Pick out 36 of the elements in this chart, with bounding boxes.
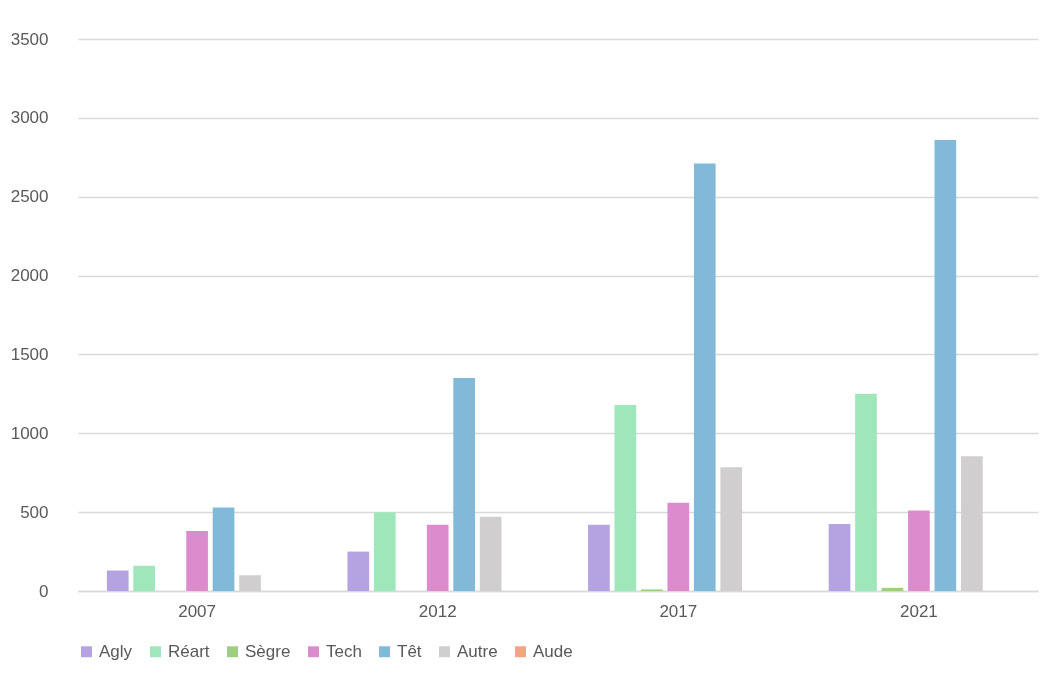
x-tick-label: 2007 <box>178 601 217 621</box>
bar <box>426 524 449 591</box>
x-tick-label: 2017 <box>659 601 698 621</box>
bar <box>693 163 716 591</box>
x-tick-label: 2021 <box>899 601 938 621</box>
bar <box>106 570 129 591</box>
bar <box>588 524 610 591</box>
y-tick-label: 3000 <box>10 108 49 128</box>
y-tick-label: 0 <box>39 581 49 601</box>
y-tick-label: 1500 <box>10 344 49 364</box>
bar <box>614 404 637 591</box>
y-tick-label: 1000 <box>10 423 49 443</box>
y-tick-label: 500 <box>20 502 49 522</box>
bar <box>347 551 370 591</box>
legend-label: Autre <box>457 641 498 661</box>
legend-label: Aude <box>533 641 573 661</box>
bar <box>212 507 235 591</box>
bar <box>667 502 690 591</box>
bar <box>881 587 904 591</box>
legend-label: Tech <box>326 641 362 661</box>
bar <box>908 510 930 591</box>
legend-label: Sègre <box>245 641 291 661</box>
y-tick-label: 3500 <box>10 29 49 49</box>
x-tick-label: 2012 <box>418 601 457 621</box>
bar <box>453 378 476 591</box>
bar <box>934 139 957 591</box>
y-tick-label: 2000 <box>10 266 49 286</box>
legend-label: Réart <box>168 641 210 661</box>
bar <box>828 523 851 591</box>
bar <box>855 393 877 591</box>
y-tick-label: 2500 <box>10 187 49 207</box>
legend-label: Agly <box>99 641 133 661</box>
legend-label: Têt <box>397 641 422 661</box>
bar <box>373 512 396 591</box>
bar <box>133 565 156 591</box>
bar <box>186 531 208 591</box>
